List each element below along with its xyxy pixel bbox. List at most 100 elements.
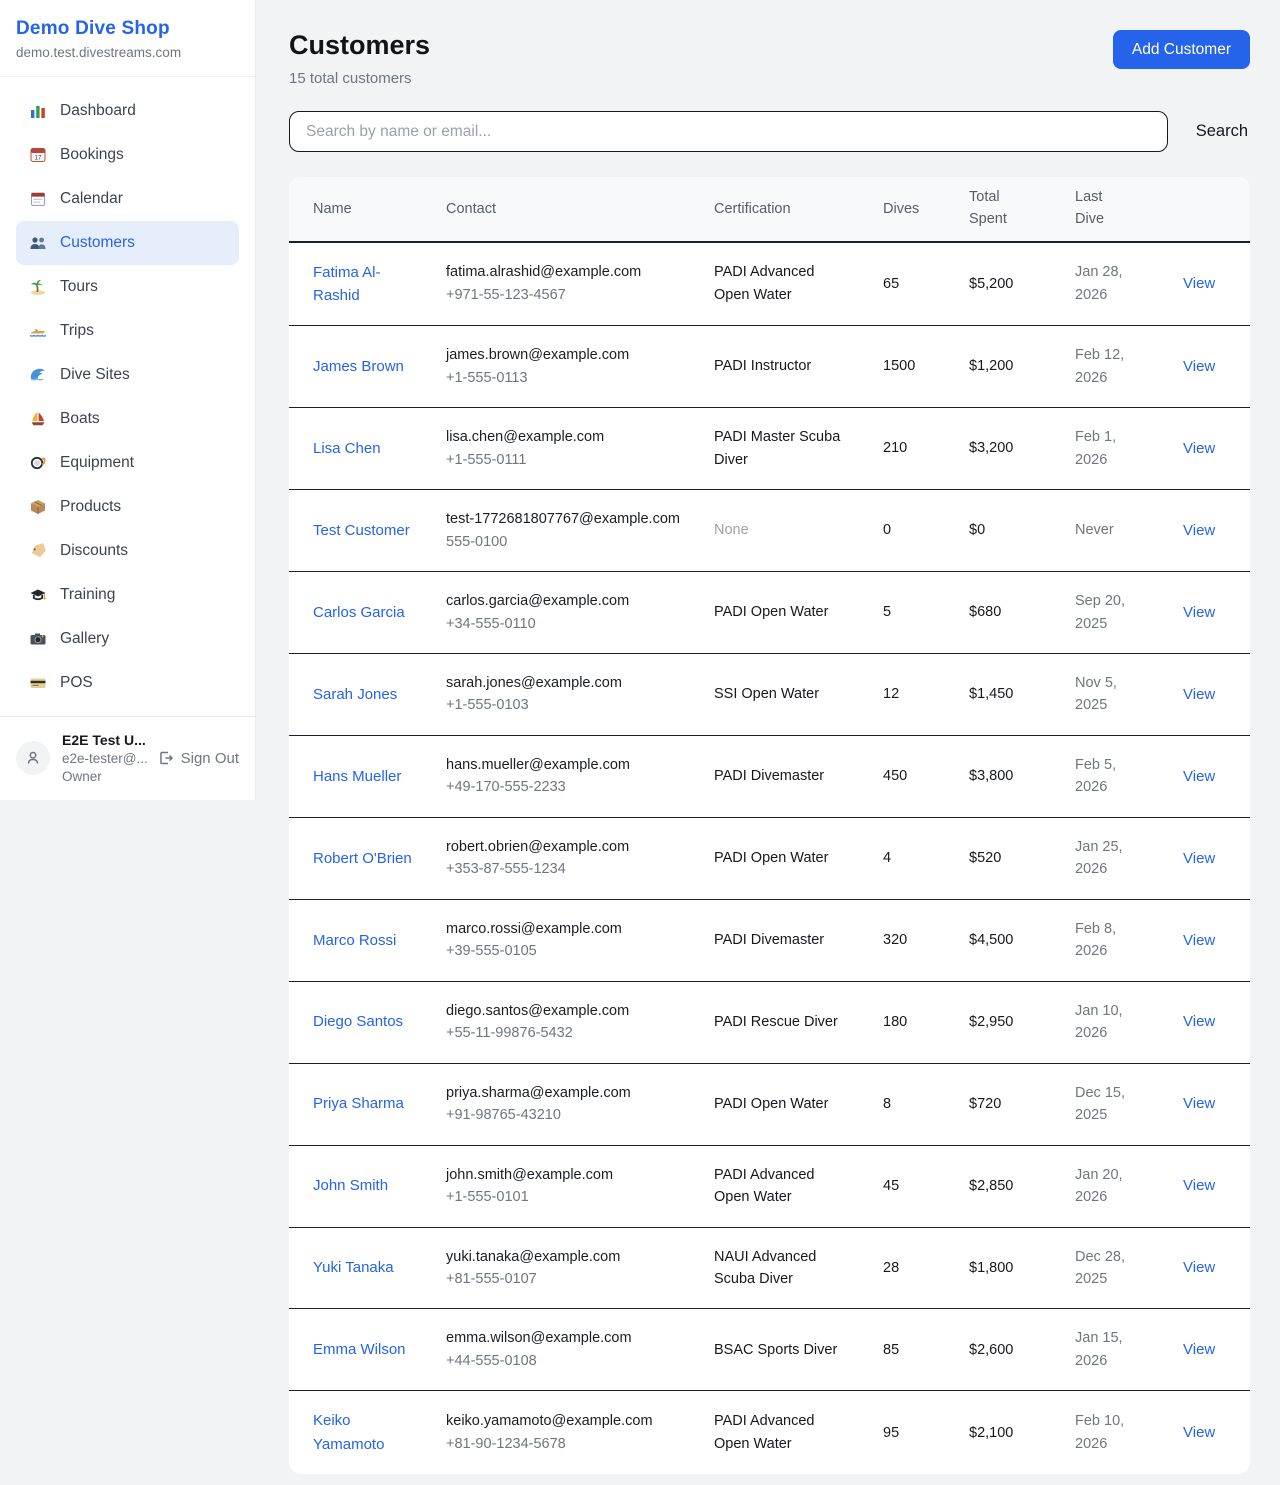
sidebar-item-label: Gallery (60, 630, 110, 647)
customer-last-dive: Jan 28, 2026 (1075, 264, 1123, 303)
customer-email: hans.mueller@example.com (446, 756, 630, 773)
customer-name-link[interactable]: Hans Mueller (313, 767, 402, 785)
customer-name-link[interactable]: James Brown (313, 357, 404, 375)
table-row: James Brown james.brown@example.com +1-5… (289, 325, 1250, 409)
customer-last-dive: Never (1075, 522, 1114, 539)
customer-dives: 8 (883, 1095, 892, 1112)
view-link[interactable]: View (1183, 1424, 1216, 1442)
sidebar-item-training[interactable]: Training (16, 573, 239, 617)
customer-phone: +1-555-0113 (446, 369, 528, 386)
sidebar-item-label: Trips (60, 322, 94, 339)
sidebar-item-label: Discounts (60, 542, 129, 559)
sidebar-item-label: Equipment (60, 454, 135, 471)
sidebar-item-products[interactable]: Products (16, 485, 239, 529)
view-link[interactable]: View (1183, 1341, 1216, 1359)
sidebar-item-bookings[interactable]: 17 Bookings (16, 133, 239, 177)
customer-certification: PADI Master Scuba Diver (714, 429, 841, 468)
customer-last-dive: Jan 20, 2026 (1075, 1166, 1123, 1206)
main-content: Customers 15 total customers Add Custome… (256, 0, 1280, 1485)
customer-dives: 65 (883, 275, 900, 292)
column-header-last-dive: Last Dive (1063, 177, 1171, 243)
sign-out-button[interactable]: Sign Out (158, 750, 239, 767)
customer-name-link[interactable]: Test Customer (313, 521, 410, 539)
graduation-cap-icon (28, 585, 48, 605)
customer-phone: +39-555-0105 (446, 943, 537, 960)
customer-certification: PADI Divemaster (714, 932, 825, 949)
customer-certification: PADI Divemaster (714, 768, 825, 785)
sidebar-item-customers[interactable]: Customers (16, 221, 239, 265)
customer-phone: +91-98765-43210 (446, 1107, 561, 1124)
customer-dives: 320 (883, 932, 908, 949)
sidebar-nav: Dashboard 17 Bookings Calendar Customers… (0, 77, 255, 716)
customer-name-link[interactable]: Lisa Chen (313, 439, 381, 457)
sidebar-item-gallery[interactable]: Gallery (16, 617, 239, 661)
svg-text:17: 17 (34, 155, 42, 162)
table-row: Keiko Yamamoto keiko.yamamoto@example.co… (289, 1391, 1250, 1474)
customer-name-link[interactable]: Robert O'Brien (313, 849, 412, 867)
user-name: E2E Test U... (62, 731, 146, 748)
table-header-row: Name Contact Certification Dives Total S… (289, 177, 1250, 243)
customer-dives: 45 (883, 1177, 900, 1194)
customer-name-link[interactable]: Marco Rossi (313, 931, 397, 949)
view-link[interactable]: View (1183, 849, 1216, 867)
customer-last-dive: Feb 10, 2026 (1075, 1413, 1125, 1452)
customer-phone: +1-555-0101 (446, 1189, 529, 1206)
view-link[interactable]: View (1183, 1095, 1216, 1113)
customer-dives: 4 (883, 850, 892, 867)
view-link[interactable]: View (1183, 439, 1216, 457)
view-link[interactable]: View (1183, 1177, 1216, 1195)
sidebar-item-equipment[interactable]: Equipment (16, 441, 239, 485)
view-link[interactable]: View (1183, 1013, 1216, 1031)
customer-email: john.smith@example.com (446, 1166, 614, 1183)
view-link[interactable]: View (1183, 685, 1216, 703)
customer-name-link[interactable]: John Smith (313, 1177, 389, 1195)
customers-table: Name Contact Certification Dives Total S… (289, 177, 1250, 1474)
customer-name-link[interactable]: Keiko Yamamoto (313, 1412, 385, 1453)
search-input[interactable] (289, 111, 1168, 152)
customer-email: emma.wilson@example.com (446, 1330, 632, 1347)
sidebar-item-boats[interactable]: Boats (16, 397, 239, 441)
sidebar-item-label: Training (60, 586, 116, 603)
customer-name-link[interactable]: Sarah Jones (313, 685, 398, 703)
customer-email: diego.santos@example.com (446, 1002, 630, 1019)
sidebar-item-pos[interactable]: POS (16, 661, 239, 705)
customer-certification: NAUI Advanced Scuba Diver (714, 1248, 817, 1287)
customer-total-spent: $2,100 (969, 1424, 1014, 1441)
customer-name-link[interactable]: Priya Sharma (313, 1095, 404, 1113)
sidebar-item-discounts[interactable]: Discounts (16, 529, 239, 573)
customer-dives: 85 (883, 1341, 900, 1358)
customer-name-link[interactable]: Carlos Garcia (313, 603, 405, 621)
speedboat-icon (28, 321, 48, 341)
shop-name: Demo Dive Shop (16, 18, 170, 39)
customer-total-spent: $680 (969, 604, 1002, 621)
view-link[interactable]: View (1183, 931, 1216, 949)
add-customer-button[interactable]: Add Customer (1112, 30, 1250, 69)
search-button[interactable]: Search (1194, 118, 1250, 145)
sidebar-item-trips[interactable]: Trips (16, 309, 239, 353)
customer-name-link[interactable]: Emma Wilson (313, 1341, 406, 1359)
view-link[interactable]: View (1183, 767, 1216, 785)
customer-email: robert.obrien@example.com (446, 838, 630, 855)
customer-email: carlos.garcia@example.com (446, 593, 630, 610)
user-meta: E2E Test U... e2e-tester@... Owner (62, 731, 148, 786)
customer-dives: 5 (883, 604, 892, 621)
table-row: Priya Sharma priya.sharma@example.com +9… (289, 1063, 1250, 1146)
user-box: E2E Test U... e2e-tester@... Owner Sign … (0, 715, 255, 800)
view-link[interactable]: View (1183, 603, 1216, 621)
view-link[interactable]: View (1183, 275, 1216, 293)
view-link[interactable]: View (1183, 521, 1216, 539)
view-link[interactable]: View (1183, 357, 1216, 375)
table-body: Fatima Al-Rashid fatima.alrashid@example… (289, 241, 1250, 1475)
customer-total-spent: $2,600 (969, 1341, 1014, 1358)
customer-name-link[interactable]: Fatima Al-Rashid (313, 263, 381, 304)
sidebar-item-dashboard[interactable]: Dashboard (16, 89, 239, 133)
customer-name-link[interactable]: Yuki Tanaka (313, 1259, 394, 1277)
customer-phone: +81-555-0107 (446, 1271, 537, 1287)
wave-icon (28, 365, 48, 385)
sidebar-item-dive-sites[interactable]: Dive Sites (16, 353, 239, 397)
customer-name-link[interactable]: Diego Santos (313, 1013, 404, 1031)
customer-last-dive: Jan 25, 2026 (1075, 838, 1123, 878)
sidebar-item-tours[interactable]: Tours (16, 265, 239, 309)
view-link[interactable]: View (1183, 1259, 1216, 1277)
sidebar-item-calendar[interactable]: Calendar (16, 177, 239, 221)
